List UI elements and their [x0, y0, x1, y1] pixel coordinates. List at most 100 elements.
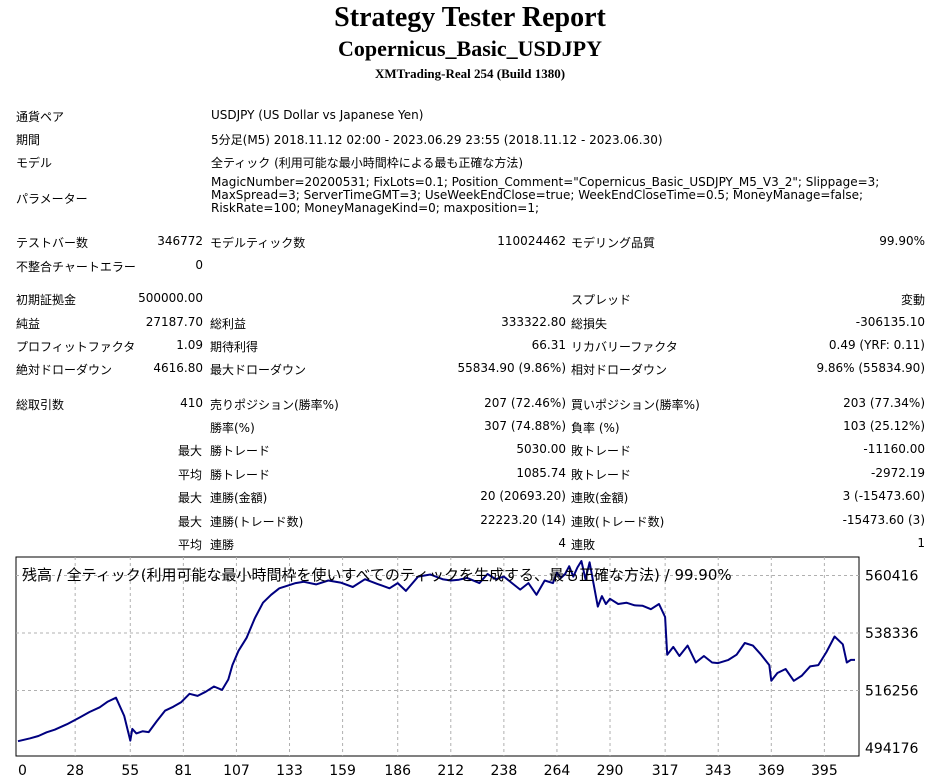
average-row: 平均 勝トレード 1085.74 敗トレード -2972.19	[0, 462, 940, 484]
ticks-label: モデルティック数	[210, 236, 306, 250]
y-tick-label: 538336	[865, 626, 919, 642]
x-tick-label: 238	[491, 763, 518, 779]
abs-dd-label: 絶対ドローダウン	[16, 363, 113, 377]
bars-value: 346772	[157, 234, 203, 248]
expected-value: 66.31	[531, 338, 566, 352]
consec-loss-money-value: 3 (-15473.60)	[842, 489, 925, 503]
x-tick-label: 264	[544, 763, 571, 779]
y-tick-label: 516256	[865, 684, 919, 700]
model-value: 全ティック (利用可能な最小時間枠による最も正確な方法)	[211, 156, 524, 170]
net-label: 純益	[16, 317, 41, 331]
period-value: 5分足(M5) 2018.11.12 02:00 - 2023.06.29 23…	[211, 133, 663, 147]
winrate-row: 勝率(%) 307 (74.88%) 負率 (%) 103 (25.12%)	[0, 415, 940, 437]
avg-win-label: 勝トレード	[210, 468, 271, 482]
y-tick-label: 560416	[865, 569, 919, 585]
consec-loss-count-value: -15473.60 (3)	[842, 513, 925, 527]
report-title: Strategy Tester Report	[334, 2, 606, 33]
net-value: 27187.70	[145, 315, 203, 329]
mismatch-value: 0	[195, 258, 203, 272]
gross-loss-value: -306135.10	[855, 315, 925, 329]
x-tick-label: 212	[437, 763, 464, 779]
winrate-value: 307 (74.88%)	[484, 419, 566, 433]
ticks-value: 110024462	[497, 234, 566, 248]
lossrate-label: 負率 (%)	[571, 421, 620, 435]
max-dd-label: 最大ドローダウン	[210, 363, 307, 377]
x-tick-label: 0	[18, 763, 27, 779]
params-value: MagicNumber=20200531; FixLots=0.1; Posit…	[211, 175, 880, 215]
largest-win-label: 勝トレード	[210, 444, 271, 458]
pf-value: 1.09	[176, 338, 203, 352]
quality-label: モデリング品質	[571, 236, 656, 250]
avg-loss-label: 敗トレード	[571, 468, 632, 482]
x-tick-label: 369	[758, 763, 785, 779]
consec-loss-money-label: 連敗(金額)	[571, 491, 629, 505]
gross-profit-value: 333322.80	[501, 315, 566, 329]
consec-win-count-label: 連勝(トレード数)	[210, 515, 304, 529]
consec-loss-count-label: 連敗(トレード数)	[571, 515, 665, 529]
balance-line	[17, 560, 855, 743]
recovery-value: 0.49 (YRF: 0.11)	[828, 338, 925, 352]
abs-dd-value: 4616.80	[153, 361, 203, 375]
total-label: 総取引数	[16, 398, 65, 412]
total-value: 410	[180, 396, 203, 410]
net-row: 純益 27187.70 総利益 333322.80 総損失 -306135.10	[0, 311, 940, 333]
pair-value: USDJPY (US Dollar vs Japanese Yen)	[211, 108, 424, 122]
consec-money-row: 最大 連勝(金額) 20 (20693.20) 連敗(金額) 3 (-15473…	[0, 485, 940, 507]
x-tick-label: 28	[66, 763, 84, 779]
largest-win-value: 5030.00	[516, 442, 566, 456]
spread-label: スプレッド	[571, 293, 632, 307]
pf-row: プロフィットファクタ 1.09 期待利得 66.31 リカバリーファクタ 0.4…	[0, 334, 940, 356]
y-tick-label: 494176	[865, 741, 919, 757]
chart-grid	[16, 557, 859, 756]
avg-consec-loss-value: 1	[917, 536, 925, 550]
mismatch-row: 不整合チャートエラー 0	[0, 254, 940, 276]
x-tick-label: 55	[121, 763, 139, 779]
x-tick-label: 290	[597, 763, 624, 779]
x-tick-label: 81	[174, 763, 192, 779]
consec-win-money-label: 連勝(金額)	[210, 491, 268, 505]
period-row: 期間 5分足(M5) 2018.11.12 02:00 - 2023.06.29…	[0, 127, 940, 149]
avg-consec-win-label: 連勝	[210, 538, 235, 552]
pair-row: 通貨ペア USDJPY (US Dollar vs Japanese Yen)	[0, 104, 940, 126]
consec-win-money-value: 20 (20693.20)	[480, 489, 566, 503]
largest-row: 最大 勝トレード 5030.00 敗トレード -11160.00	[0, 438, 940, 460]
short-label: 売りポジション(勝率%)	[210, 398, 339, 412]
x-tick-label: 133	[276, 763, 303, 779]
x-tick-label: 317	[652, 763, 679, 779]
gross-loss-label: 総損失	[571, 317, 608, 331]
model-label: モデル	[16, 156, 53, 170]
avg-consec-win-value: 4	[558, 536, 566, 550]
consec-count-row: 最大 連勝(トレード数) 22223.20 (14) 連敗(トレード数) -15…	[0, 509, 940, 531]
consec-win-count-value: 22223.20 (14)	[480, 513, 566, 527]
deposit-value: 500000.00	[138, 291, 203, 305]
long-value: 203 (77.34%)	[843, 396, 925, 410]
gross-profit-label: 総利益	[210, 317, 247, 331]
x-tick-label: 107	[223, 763, 250, 779]
bars-row: テストバー数 346772 モデルティック数 110024462 モデリング品質…	[0, 230, 940, 252]
avg-consec-loss-label: 連敗	[571, 538, 596, 552]
lossrate-value: 103 (25.12%)	[843, 419, 925, 433]
max-dd-value: 55834.90 (9.86%)	[457, 361, 566, 375]
avg-win-value: 1085.74	[516, 466, 566, 480]
winrate-label: 勝率(%)	[210, 421, 255, 435]
total-row: 総取引数 410 売りポジション(勝率%) 207 (72.46%) 買いポジシ…	[0, 392, 940, 414]
largest-loss-label: 敗トレード	[571, 444, 632, 458]
period-label: 期間	[16, 133, 41, 147]
spread-value: 変動	[900, 293, 925, 307]
x-tick-label: 186	[384, 763, 411, 779]
avg-label: 平均	[178, 538, 203, 552]
quality-value: 99.90%	[879, 234, 925, 248]
y-axis: 494176 516256 538336 560416	[865, 569, 919, 757]
balance-chart: 494176 516256 538336 560416 0 28 55 81 107 133 15…	[15, 556, 919, 779]
bars-label: テストバー数	[16, 236, 89, 250]
server-info: XMTrading-Real 254 (Build 1380)	[374, 66, 566, 81]
largest-loss-value: -11160.00	[863, 442, 925, 456]
x-axis: 0 28 55 81 107 133 159 186 212 238 264 290 317 343 369…	[18, 763, 838, 779]
avg-loss-value: -2972.19	[871, 466, 925, 480]
x-tick-label: 159	[329, 763, 356, 779]
avg-consec-row: 平均 連勝 4 連敗 1	[0, 532, 940, 554]
model-row: モデル 全ティック (利用可能な最小時間枠による最も正確な方法)	[0, 150, 940, 172]
x-tick-label: 343	[705, 763, 732, 779]
chart-title: 残高 / 全ティック(利用可能な最小時間枠を使いすべてのティックを生成する、最も…	[22, 566, 732, 584]
pair-label: 通貨ペア	[16, 110, 65, 124]
